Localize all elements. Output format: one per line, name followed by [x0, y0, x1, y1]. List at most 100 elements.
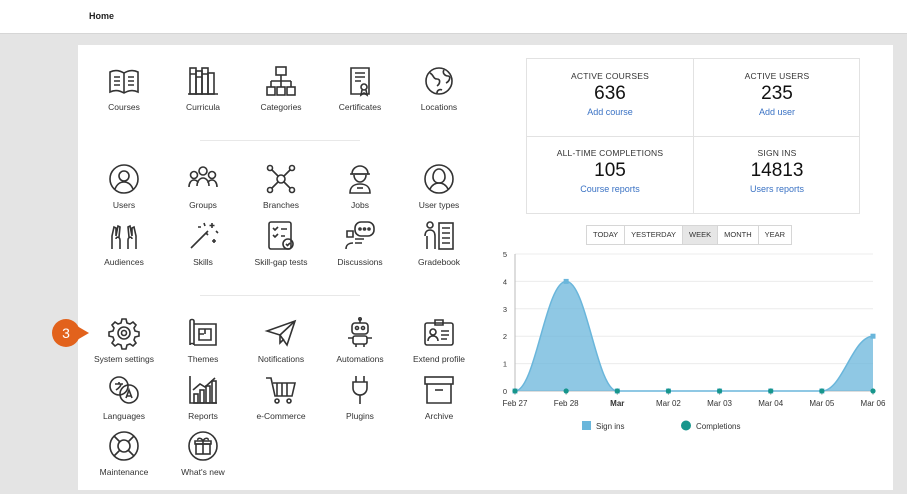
tile-label: Branches	[263, 200, 299, 210]
tile-label: Audiences	[104, 257, 144, 267]
legend-completions-swatch[interactable]	[681, 420, 691, 431]
tile-maintenance[interactable]: Maintenance	[84, 429, 164, 477]
sign-ins-point	[870, 333, 876, 339]
translate-icon	[109, 376, 139, 404]
tile-categories[interactable]: Categories	[241, 64, 321, 112]
paper-plane-icon	[264, 319, 297, 347]
globe-icon	[425, 67, 453, 95]
tile-system-settings[interactable]: System settings	[84, 316, 164, 364]
add-course-link[interactable]: Add course	[587, 107, 633, 117]
tile-label: Extend profile	[413, 354, 465, 364]
top-bar: Home	[0, 0, 907, 34]
stat-active-users: ACTIVE USERS 235 Add user	[694, 59, 860, 135]
users-reports-link[interactable]: Users reports	[749, 184, 804, 194]
tile-gradebook[interactable]: Gradebook	[399, 219, 479, 267]
tile-label: Archive	[424, 411, 454, 421]
tile-audiences[interactable]: Audiences	[84, 219, 164, 267]
checklist-icon	[268, 221, 294, 250]
tile-label: Skills	[193, 257, 213, 267]
network-icon	[266, 164, 296, 194]
section-divider	[200, 295, 360, 296]
course-reports-link[interactable]: Course reports	[580, 184, 640, 194]
tile-label: Reports	[188, 411, 218, 421]
tile-user-types[interactable]: User types	[399, 162, 479, 210]
stat-value: 14813	[750, 160, 804, 181]
plug-icon	[352, 376, 368, 404]
legend-completions-label[interactable]: Completions	[696, 422, 740, 431]
tile-notifications[interactable]: Notifications	[241, 316, 321, 364]
tile-label: Plugins	[346, 411, 374, 421]
tile-certificates[interactable]: Certificates	[320, 64, 400, 112]
tile-courses[interactable]: Courses	[84, 64, 164, 112]
tile-skills[interactable]: Skills	[163, 219, 243, 267]
completions-point	[870, 388, 876, 394]
badge-pointer	[77, 326, 89, 340]
tile-automations[interactable]: Automations	[320, 316, 400, 364]
stat-caption: SIGN INS	[757, 148, 797, 158]
tile-skill-gap-tests[interactable]: Skill-gap tests	[241, 219, 321, 267]
tile-curricula[interactable]: Curricula	[163, 64, 243, 112]
tile-label: Themes	[187, 354, 219, 364]
tile-extend-profile[interactable]: Extend profile	[399, 316, 479, 364]
robot-icon	[348, 316, 372, 347]
chat-icon	[345, 221, 375, 250]
group-icon	[188, 166, 218, 188]
tile-label: Courses	[108, 102, 140, 112]
hierarchy-icon	[266, 66, 296, 96]
tile-label: Languages	[102, 411, 146, 421]
tile-jobs[interactable]: Jobs	[320, 162, 400, 210]
archive-box-icon	[424, 376, 454, 404]
tile-groups[interactable]: Groups	[163, 162, 243, 210]
tile-label: Automations	[336, 354, 384, 364]
tile-label: Jobs	[351, 200, 369, 210]
x-tick-label: Mar 04	[758, 399, 783, 408]
dashboard-panel	[78, 45, 893, 490]
stat-caption: ACTIVE USERS	[744, 71, 810, 81]
period-month-button[interactable]: MONTH	[718, 226, 759, 244]
tile-e-commerce[interactable]: e-Commerce	[241, 373, 321, 421]
stat-caption: ACTIVE COURSES	[571, 71, 649, 81]
period-today-button[interactable]: TODAY	[587, 226, 626, 244]
add-user-link[interactable]: Add user	[758, 107, 796, 117]
bookshelf-icon	[188, 67, 218, 95]
book-icon	[109, 69, 139, 94]
x-tick-label: Mar 05	[809, 399, 834, 408]
tile-branches[interactable]: Branches	[241, 162, 321, 210]
tile-languages[interactable]: Languages	[84, 373, 164, 421]
stat-sign-ins: SIGN INS 14813 Users reports	[694, 136, 860, 212]
blueprint-icon	[189, 318, 217, 346]
stat-caption: ALL-TIME COMPLETIONS	[556, 148, 664, 158]
tile-themes[interactable]: Themes	[163, 316, 243, 364]
x-tick-label: Feb 27	[503, 399, 528, 408]
tile-discussions[interactable]: Discussions	[320, 219, 400, 267]
user-type-icon	[424, 164, 454, 194]
tile-label: Notifications	[257, 354, 305, 364]
user-icon	[109, 164, 139, 194]
tile-label: Certificates	[338, 102, 382, 112]
completions-point	[614, 388, 620, 394]
y-tick-label: 2	[503, 332, 507, 341]
magic-wand-icon	[190, 222, 219, 249]
x-tick-label: Mar	[610, 399, 624, 408]
tile-users[interactable]: Users	[84, 162, 164, 210]
y-tick-label: 4	[503, 277, 507, 286]
stat-value: 235	[761, 83, 793, 104]
tile-locations[interactable]: Locations	[399, 64, 479, 112]
tile-whats-new[interactable]: What's new	[163, 429, 243, 477]
legend-sign-ins-label[interactable]: Sign ins	[596, 422, 624, 431]
tile-label: What's new	[181, 467, 225, 477]
tile-label: Maintenance	[99, 467, 149, 477]
tile-archive[interactable]: Archive	[399, 373, 479, 421]
x-tick-label: Mar 02	[656, 399, 681, 408]
period-yesterday-button[interactable]: YESTERDAY	[625, 226, 684, 244]
tile-label: Categories	[260, 102, 302, 112]
stats-grid: ACTIVE COURSES 636 Add course ACTIVE USE…	[526, 58, 860, 214]
tile-label: Locations	[420, 102, 458, 112]
period-year-button[interactable]: YEAR	[764, 230, 786, 239]
tile-reports[interactable]: Reports	[163, 373, 243, 421]
tile-plugins[interactable]: Plugins	[320, 373, 400, 421]
page-title: Home	[89, 11, 115, 21]
stat-value: 105	[594, 160, 626, 181]
period-week-button[interactable]: WEEK	[683, 226, 719, 244]
legend-sign-ins-swatch[interactable]	[582, 421, 591, 430]
